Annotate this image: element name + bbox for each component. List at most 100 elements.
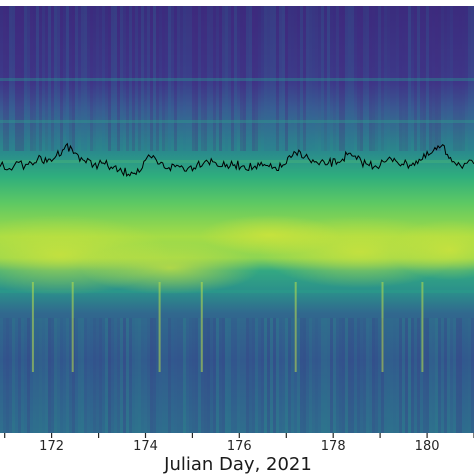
texture-band (0, 290, 474, 293)
texture-stripe-upper (135, 6, 138, 151)
texture-stripe-upper (234, 6, 237, 151)
texture-stripe-upper (84, 6, 87, 151)
texture-stripe-lower (432, 318, 435, 433)
texture-stripe-lower (63, 318, 66, 433)
texture-stripe-lower (195, 318, 198, 433)
texture-stripe-lower (204, 318, 207, 433)
texture-stripe-lower (258, 318, 261, 433)
texture-stripe-upper (6, 6, 9, 151)
texture-stripe-upper (138, 6, 141, 151)
texture-stripe-upper (117, 6, 120, 151)
texture-stripe-lower (390, 318, 393, 433)
texture-stripe-lower (171, 318, 174, 433)
texture-stripe-upper (423, 6, 426, 151)
texture-stripe-lower (252, 318, 255, 433)
texture-stripe-lower (393, 318, 396, 433)
texture-stripe-lower (219, 318, 222, 433)
texture-stripe-upper (171, 6, 174, 151)
bright-streaks (31, 282, 424, 372)
texture-stripe-lower (291, 318, 294, 433)
texture-stripe-upper (357, 6, 360, 151)
texture-stripe-upper (462, 6, 465, 151)
texture-stripe-upper (459, 6, 462, 151)
texture-stripe-upper (144, 6, 147, 151)
texture-stripe-lower (78, 318, 81, 433)
texture-stripe-lower (285, 318, 288, 433)
texture-stripe-lower (435, 318, 438, 433)
texture-stripe-lower (429, 318, 432, 433)
texture-stripe-upper (165, 6, 168, 151)
texture-stripe-lower (312, 318, 315, 433)
texture-stripe-upper (213, 6, 216, 151)
texture-stripe-lower (153, 318, 156, 433)
bright-streak (381, 282, 384, 372)
overlay-series-line (0, 142, 474, 177)
texture-stripe-upper (168, 6, 171, 151)
texture-stripe-lower (462, 318, 465, 433)
texture-stripe-lower (363, 318, 366, 433)
x-tick-label: 172 (39, 439, 64, 454)
texture-stripe-upper (348, 6, 351, 151)
texture-stripe-lower (327, 318, 330, 433)
texture-stripe-lower (264, 318, 267, 433)
plot-area (0, 6, 474, 433)
texture-stripe-upper (219, 6, 222, 151)
texture-stripe-upper (303, 6, 306, 151)
texture-stripe-lower (33, 318, 36, 433)
texture-stripe-upper (360, 6, 363, 151)
texture-stripe-upper (153, 6, 156, 151)
texture-stripe-upper (297, 6, 300, 151)
texture-stripe-upper (21, 6, 24, 151)
texture-stripe-lower (57, 318, 60, 433)
texture-stripe-lower (396, 318, 399, 433)
texture-stripe-upper (93, 6, 96, 151)
texture-stripe-lower (438, 318, 441, 433)
texture-stripe-lower (357, 318, 360, 433)
texture-stripe-lower (141, 318, 144, 433)
texture-stripe-lower (414, 318, 417, 433)
energy-glow (390, 220, 474, 280)
texture-stripe-lower (177, 318, 180, 433)
texture-stripe-upper (267, 6, 270, 151)
texture-stripe-upper (315, 6, 318, 151)
texture-stripe-upper (141, 6, 144, 151)
texture-stripe-upper (243, 6, 246, 151)
texture-stripe-lower (18, 318, 21, 433)
texture-stripe-lower (93, 318, 96, 433)
texture-stripe-upper (453, 6, 456, 151)
texture-stripe-lower (336, 318, 339, 433)
texture-stripe-upper (225, 6, 228, 151)
texture-stripe-upper (150, 6, 153, 151)
texture-stripe-upper (228, 6, 231, 151)
texture-stripe-lower (120, 318, 123, 433)
texture-stripe-lower (234, 318, 237, 433)
texture-stripe-lower (372, 318, 375, 433)
energy-glow (200, 215, 340, 255)
texture-stripe-lower (60, 318, 63, 433)
texture-stripe-lower (282, 318, 285, 433)
texture-stripe-upper (60, 6, 63, 151)
x-tick-label: 178 (321, 439, 346, 454)
texture-stripe-upper (114, 6, 117, 151)
texture-stripe-upper (408, 6, 411, 151)
texture-stripe-upper (387, 6, 390, 151)
texture-stripe-upper (342, 6, 345, 151)
texture-stripe-upper (18, 6, 21, 151)
texture-stripe-lower (102, 318, 105, 433)
texture-stripe-lower (267, 318, 270, 433)
texture-stripe-lower (54, 318, 57, 433)
texture-stripe-lower (402, 318, 405, 433)
texture-stripe-upper (96, 6, 99, 151)
texture-stripe-upper (351, 6, 354, 151)
texture-stripe-lower (453, 318, 456, 433)
texture-stripe-lower (240, 318, 243, 433)
texture-stripe-lower (387, 318, 390, 433)
texture-stripe-lower (162, 318, 165, 433)
texture-stripe-lower (459, 318, 462, 433)
texture-stripe-lower (138, 318, 141, 433)
texture-stripe-lower (399, 318, 402, 433)
texture-stripe-lower (423, 318, 426, 433)
texture-band (0, 78, 474, 81)
texture-stripe-lower (444, 318, 447, 433)
texture-stripe-upper (12, 6, 15, 151)
